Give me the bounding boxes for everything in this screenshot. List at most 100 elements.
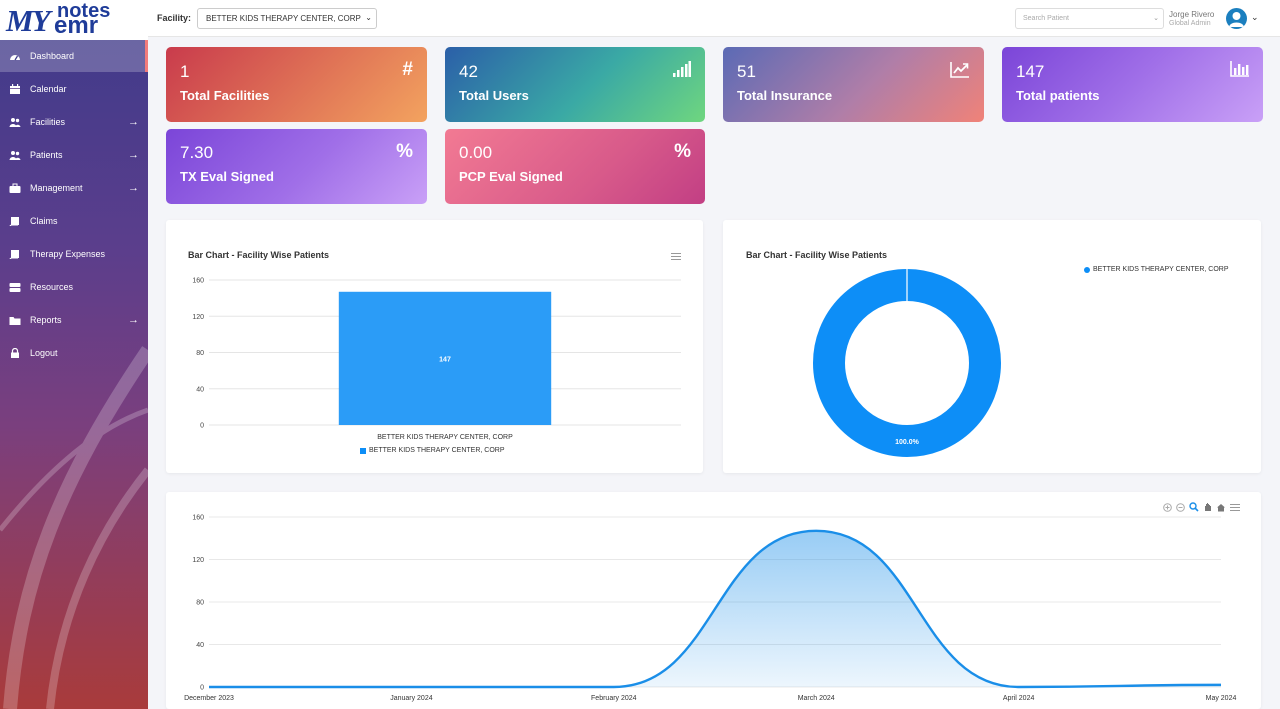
area-chart: 0 40 80 120 160 December 2023 January 2024 Febr… [184, 515, 1237, 703]
facility-select[interactable]: BETTER KIDS THERAPY CENTER, CORP ⌄ [197, 8, 377, 29]
sidebar-item-label: Reports [30, 315, 62, 325]
stat-card-pcp-eval-signed[interactable]: 0.00 PCP Eval Signed % [445, 129, 705, 204]
sidebar-item-resources[interactable]: Resources [0, 271, 148, 303]
sidebar: MY notes emr Dashboard Calendar Facilities… [0, 0, 148, 709]
sidebar-item-facilities[interactable]: Facilities → [0, 106, 148, 138]
stat-value: 51 [737, 62, 756, 81]
database-icon [9, 283, 21, 292]
logo-my: MY [6, 3, 50, 38]
facility-label: Facility: [157, 13, 192, 23]
trend-icon [950, 62, 969, 78]
stat-label: TX Eval Signed [180, 169, 274, 184]
y-tick-label: 80 [196, 350, 204, 357]
stat-value: 7.30 [180, 143, 214, 162]
top-bar: Facility: BETTER KIDS THERAPY CENTER, CO… [148, 0, 1280, 37]
briefcase-icon [9, 183, 21, 193]
user-name: Jorge Rivero [1169, 10, 1215, 19]
bar-chart-panel: Bar Chart - Facility Wise Patients 0 40 80… [166, 220, 703, 473]
percent-icon: % [674, 141, 691, 162]
y-tick-label: 80 [196, 600, 204, 607]
x-tick-label: May 2024 [1206, 695, 1237, 702]
sidebar-item-patients[interactable]: Patients → [0, 139, 148, 171]
y-tick-label: 40 [196, 386, 204, 393]
donut-slice[interactable] [813, 269, 1001, 457]
sidebar-item-dashboard[interactable]: Dashboard [0, 40, 148, 72]
y-tick-label: 0 [200, 685, 204, 692]
x-tick-label: BETTER KIDS THERAPY CENTER, CORP [377, 434, 513, 441]
stat-card-total-patients[interactable]: 147 Total patients [1002, 47, 1263, 122]
stat-label: Total patients [1016, 88, 1100, 103]
sidebar-item-logout[interactable]: Logout [0, 337, 148, 369]
logo-notes: notes [57, 0, 111, 22]
sidebar-item-therapy-expenses[interactable]: Therapy Expenses [0, 238, 148, 270]
user-avatar-icon [1229, 12, 1244, 27]
y-tick-label: 40 [196, 642, 204, 649]
calendar-icon [10, 84, 20, 94]
stat-label: Total Insurance [737, 88, 833, 103]
sidebar-item-reports[interactable]: Reports → [0, 304, 148, 336]
stat-card-total-facilities[interactable]: 1 Total Facilities # [166, 47, 427, 122]
book-icon [9, 217, 19, 226]
sidebar-item-label: Resources [30, 282, 74, 292]
zoom-in-icon[interactable] [1163, 502, 1172, 512]
legend-marker [1084, 266, 1090, 273]
logo-emr: emr [54, 12, 99, 39]
facility-select-value: BETTER KIDS THERAPY CENTER, CORP [206, 14, 361, 23]
user-menu-chevron-icon[interactable]: ⌄ [1251, 12, 1259, 22]
reset-home-icon[interactable] [1216, 503, 1226, 512]
users-icon [9, 151, 21, 160]
percent-icon: % [396, 141, 413, 162]
bar[interactable] [338, 291, 552, 425]
stat-label: PCP Eval Signed [459, 169, 563, 184]
slice-data-label: 100.0% [895, 439, 920, 446]
area-chart-panel: 0 40 80 120 160 December 2023 January 2024 Febr… [166, 492, 1261, 709]
sidebar-item-label: Logout [30, 348, 58, 358]
search-patient-placeholder: Search Patient [1023, 15, 1069, 22]
donut-chart-legend[interactable]: BETTER KIDS THERAPY CENTER, CORP [1084, 266, 1229, 273]
bar-data-label: 147 [439, 356, 451, 363]
avatar[interactable] [1226, 8, 1247, 29]
selection-zoom-icon[interactable] [1189, 502, 1199, 512]
stat-card-total-users[interactable]: 42 Total Users [445, 47, 705, 122]
stat-value: 1 [180, 62, 190, 81]
x-tick-label: December 2023 [184, 695, 234, 702]
zoom-out-icon[interactable] [1176, 502, 1185, 512]
x-tick-label: March 2024 [798, 695, 835, 702]
y-tick-label: 120 [192, 314, 204, 321]
bar-chart-title: Bar Chart - Facility Wise Patients [188, 250, 329, 260]
sidebar-item-claims[interactable]: Claims [0, 205, 148, 237]
arrow-right-icon: → [128, 116, 139, 128]
dashboard-icon [10, 55, 20, 61]
x-tick-label: January 2024 [390, 695, 433, 702]
legend-label: BETTER KIDS THERAPY CENTER, CORP [1093, 266, 1229, 273]
sidebar-item-calendar[interactable]: Calendar [0, 73, 148, 105]
donut-chart-title: Bar Chart - Facility Wise Patients [746, 250, 887, 260]
sidebar-item-label: Management [30, 183, 83, 193]
stat-card-tx-eval-signed[interactable]: 7.30 TX Eval Signed % [166, 129, 427, 204]
search-patient-input[interactable]: Search Patient ⌄ [1015, 8, 1164, 29]
sidebar-item-label: Facilities [30, 117, 66, 127]
series-line[interactable] [209, 529, 1222, 689]
lock-icon [11, 348, 19, 358]
sidebar-item-label: Calendar [30, 84, 67, 94]
stat-card-total-insurance[interactable]: 51 Total Insurance [723, 47, 984, 122]
users-icon [9, 118, 21, 127]
sidebar-item-management[interactable]: Management → [0, 172, 148, 204]
legend-label: BETTER KIDS THERAPY CENTER, CORP [369, 447, 505, 454]
bar-chart-legend[interactable]: BETTER KIDS THERAPY CENTER, CORP [360, 447, 505, 454]
chevron-down-icon: ⌄ [365, 13, 372, 22]
arrow-right-icon: → [128, 182, 139, 194]
pan-hand-icon[interactable] [1203, 502, 1212, 512]
folder-icon [9, 317, 21, 325]
y-tick-label: 0 [200, 423, 204, 430]
sidebar-item-label: Dashboard [30, 51, 75, 61]
brand-logo[interactable]: MY notes emr [0, 0, 148, 40]
hamburger-menu-icon[interactable] [671, 253, 681, 260]
sidebar-background-road [0, 346, 148, 709]
x-tick-label: April 2024 [1003, 695, 1035, 702]
bar-chart-icon [1230, 61, 1249, 77]
signal-icon [673, 61, 691, 77]
arrow-right-icon: → [128, 149, 139, 161]
y-tick-label: 160 [192, 278, 204, 285]
hamburger-menu-icon[interactable] [1230, 503, 1240, 511]
